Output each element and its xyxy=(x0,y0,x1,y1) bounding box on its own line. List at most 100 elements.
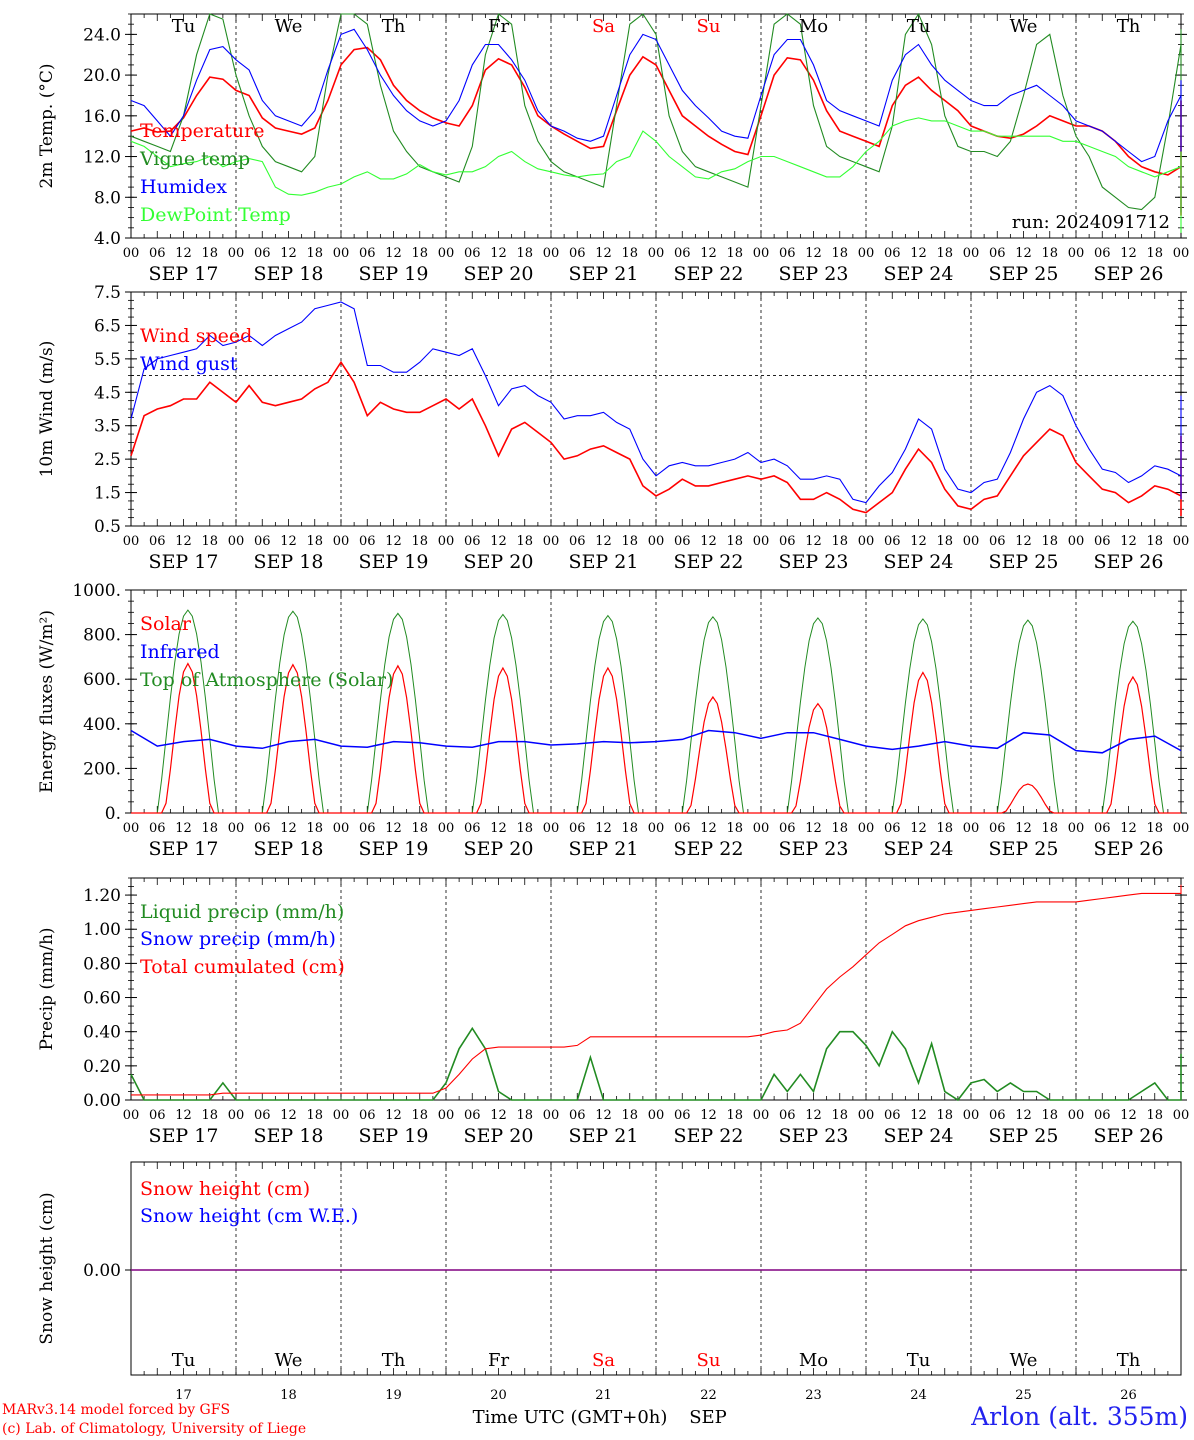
hour-label: 06 xyxy=(254,1108,271,1123)
weekday-label: Sa xyxy=(592,16,615,37)
hour-label: 18 xyxy=(516,821,533,836)
hour-label: 18 xyxy=(831,1108,848,1123)
hour-label: 06 xyxy=(254,534,271,549)
hour-label: 00 xyxy=(438,821,455,836)
legend-entry: Temperature xyxy=(140,120,264,142)
hour-label: 12 xyxy=(385,246,402,261)
hour-label: 18 xyxy=(306,821,323,836)
weekday-label: Sa xyxy=(592,1350,615,1371)
legend-entry: Wind speed xyxy=(140,325,252,347)
x-axis-label: Time UTC (GMT+0h) xyxy=(473,1407,668,1428)
hour-label: 12 xyxy=(910,821,927,836)
day-label: SEP 26 xyxy=(1094,263,1164,285)
hour-label: 12 xyxy=(805,534,822,549)
hour-label: 12 xyxy=(490,534,507,549)
hour-label: 18 xyxy=(726,821,743,836)
hour-label: 00 xyxy=(648,1108,665,1123)
y-tick-label: 1.20 xyxy=(83,886,121,906)
hour-label: 12 xyxy=(175,246,192,261)
hour-label: 06 xyxy=(884,534,901,549)
day-label: SEP 20 xyxy=(464,1125,534,1147)
y-tick-label: 0.20 xyxy=(83,1057,121,1077)
hour-label: 12 xyxy=(280,534,297,549)
weekday-label: Su xyxy=(697,16,721,37)
day-label: SEP 22 xyxy=(674,263,744,285)
hour-label: 12 xyxy=(1015,1108,1032,1123)
y-tick-label: 0.00 xyxy=(83,1091,121,1111)
legend-entry: Humidex xyxy=(140,176,227,198)
hour-label: 12 xyxy=(805,246,822,261)
hour-label: 18 xyxy=(1041,1108,1058,1123)
hour-label: 18 xyxy=(201,1108,218,1123)
day-label: SEP 26 xyxy=(1094,838,1164,860)
hour-label: 00 xyxy=(333,1108,350,1123)
hour-label: 18 xyxy=(831,534,848,549)
y-tick-label: 0. xyxy=(105,804,121,824)
hour-label: 18 xyxy=(411,1108,428,1123)
y-tick-label: 0.60 xyxy=(83,989,121,1009)
day-number-label: 20 xyxy=(490,1388,507,1403)
day-label: SEP 25 xyxy=(989,838,1059,860)
hour-label: 06 xyxy=(1094,821,1111,836)
hour-label: 12 xyxy=(910,246,927,261)
day-label: SEP 19 xyxy=(359,1125,429,1147)
hour-label: 12 xyxy=(385,534,402,549)
hour-label: 00 xyxy=(753,246,770,261)
hour-label: 06 xyxy=(254,246,271,261)
y-tick-label: 1000. xyxy=(72,581,121,601)
day-label: SEP 25 xyxy=(989,1125,1059,1147)
hour-label: 06 xyxy=(359,246,376,261)
hour-label: 12 xyxy=(1015,534,1032,549)
hour-label: 12 xyxy=(280,246,297,261)
y-tick-label: 800. xyxy=(83,626,121,646)
hour-label: 12 xyxy=(595,534,612,549)
hour-label: 12 xyxy=(910,534,927,549)
day-label: SEP 20 xyxy=(464,551,534,573)
day-label: SEP 19 xyxy=(359,551,429,573)
hour-label: 00 xyxy=(123,534,140,549)
weekday-label: Mo xyxy=(799,16,828,37)
y-tick-label: 0.5 xyxy=(94,517,121,537)
day-label: SEP 23 xyxy=(779,838,849,860)
y-tick-label: 1.00 xyxy=(83,920,121,940)
day-label: SEP 17 xyxy=(149,263,219,285)
hour-label: 12 xyxy=(280,1108,297,1123)
hour-label: 00 xyxy=(333,246,350,261)
hour-label: 06 xyxy=(149,246,166,261)
hour-label: 12 xyxy=(175,1108,192,1123)
y-tick-label: 1.5 xyxy=(94,484,121,504)
hour-label: 18 xyxy=(831,821,848,836)
hour-label: 00 xyxy=(1173,1108,1190,1123)
legend-entry: Infrared xyxy=(140,641,220,663)
panel-3: 0. 200. 400. 600. 800. 1000. Energy fluxes (W/… xyxy=(37,581,1189,860)
day-number-label: 22 xyxy=(700,1388,717,1403)
hour-label: 00 xyxy=(333,534,350,549)
day-label: SEP 21 xyxy=(569,838,639,860)
hour-label: 12 xyxy=(490,1108,507,1123)
weekday-label: Th xyxy=(1117,16,1141,37)
day-label: SEP 26 xyxy=(1094,1125,1164,1147)
y-tick-label: 4.5 xyxy=(94,383,121,403)
hour-label: 18 xyxy=(306,1108,323,1123)
hour-label: 18 xyxy=(1041,534,1058,549)
hour-label: 00 xyxy=(123,821,140,836)
weekday-label: Th xyxy=(1117,1350,1141,1371)
hour-label: 12 xyxy=(175,534,192,549)
hour-label: 00 xyxy=(753,1108,770,1123)
weekday-label: We xyxy=(275,1350,303,1371)
weekday-label: Tu xyxy=(172,1350,196,1371)
hour-label: 00 xyxy=(1173,534,1190,549)
hour-label: 00 xyxy=(858,821,875,836)
y-tick-label: 600. xyxy=(83,670,121,690)
weekday-label: Su xyxy=(697,1350,721,1371)
hour-label: 06 xyxy=(149,821,166,836)
hour-label: 18 xyxy=(516,246,533,261)
hour-label: 00 xyxy=(753,534,770,549)
legend-entry: Snow height (cm W.E.) xyxy=(140,1205,358,1227)
hour-label: 06 xyxy=(1094,534,1111,549)
hour-label: 18 xyxy=(831,246,848,261)
day-label: SEP 26 xyxy=(1094,551,1164,573)
day-number-label: 18 xyxy=(280,1388,297,1403)
hour-label: 18 xyxy=(411,534,428,549)
day-label: SEP 18 xyxy=(254,838,324,860)
